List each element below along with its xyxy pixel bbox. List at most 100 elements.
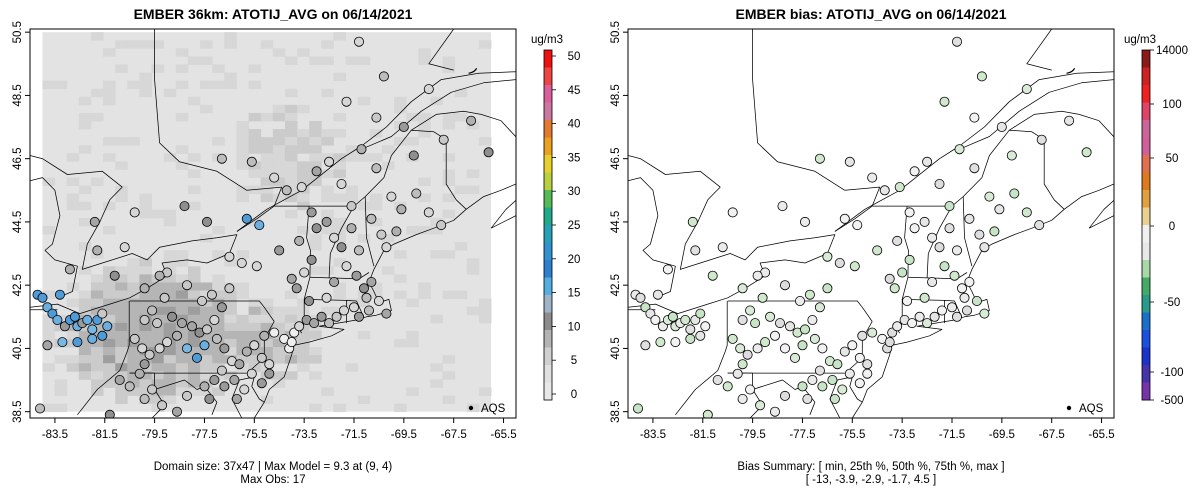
model-grid-cell	[115, 193, 128, 203]
aqs-site	[378, 71, 389, 82]
model-grid-cell	[42, 363, 55, 372]
model-grid-cell	[260, 298, 274, 308]
boundary-ny-pa-border	[129, 300, 275, 322]
colorbar-segment	[1142, 295, 1150, 313]
model-grid-cell	[163, 290, 177, 300]
model-grid-cell	[248, 363, 262, 372]
model-grid-cell	[151, 298, 165, 308]
model-grid-cell	[430, 314, 443, 324]
model-grid-cell	[151, 64, 165, 73]
y-tick-label: 48.5	[12, 84, 24, 106]
model-grid-cell	[127, 80, 140, 90]
model-grid-cell	[151, 330, 165, 340]
model-grid-cell	[478, 298, 492, 308]
model-grid-cell	[78, 217, 92, 227]
model-grid-cell	[115, 298, 128, 308]
model-grid-cell	[442, 56, 456, 65]
aqs-site	[904, 254, 915, 265]
boundary-pei-coast	[1113, 123, 1114, 175]
aqs-site	[264, 359, 275, 370]
aqs-site	[742, 349, 753, 360]
aqs-site	[907, 318, 918, 329]
model-grid-cell	[248, 169, 262, 178]
model-grid-cell	[151, 387, 165, 396]
model-grid-cell	[248, 355, 262, 364]
model-grid-cell	[187, 274, 201, 283]
x-tick-label: -79.5	[142, 429, 168, 441]
colorbar-segment	[544, 102, 552, 121]
model-grid-cell	[115, 266, 128, 275]
aqs-site	[757, 292, 768, 303]
colorbar-segment	[1142, 102, 1150, 121]
model-grid-cell	[284, 306, 298, 316]
aqs-site	[139, 314, 150, 325]
model-grid-cell	[78, 120, 92, 130]
aqs-site	[902, 295, 913, 306]
x-tick-label: -75.5	[839, 429, 865, 441]
model-grid-cell	[54, 403, 68, 413]
aqs-site	[219, 343, 230, 354]
model-grid-cell	[224, 306, 237, 316]
model-grid-cell	[139, 371, 152, 380]
model-grid	[42, 32, 492, 413]
model-grid-cell	[357, 153, 371, 162]
model-grid-cell	[357, 234, 371, 243]
aqs-site	[179, 201, 190, 212]
boundary-lake-michigan-shore	[30, 177, 78, 299]
aqs-site	[351, 270, 362, 281]
aqs-site	[650, 314, 661, 325]
model-grid-cell	[151, 209, 165, 219]
colorbar-segment	[544, 85, 552, 103]
model-grid-cell	[236, 129, 249, 138]
model-grid-cell	[139, 258, 152, 267]
aqs-site	[256, 352, 267, 363]
model-grid-cell	[260, 40, 274, 49]
model-grid-cell	[369, 193, 383, 203]
model-grid-cell	[260, 193, 274, 203]
boundary-island	[1066, 68, 1076, 74]
colorbar-segment	[544, 190, 552, 208]
aqs-site	[209, 374, 220, 385]
aqs-site	[304, 295, 315, 306]
model-grid-cell	[187, 339, 201, 348]
model-grid-cell	[163, 387, 177, 396]
model-plot-title: EMBER 36km: ATOTIJ_AVG on 06/14/2021	[134, 6, 413, 22]
aqs-site	[186, 321, 197, 332]
model-grid-cell	[284, 209, 298, 219]
model-grid-cell	[115, 339, 128, 348]
model-grid-cell	[200, 347, 213, 356]
aqs-site	[712, 374, 723, 385]
model-grid-cell	[418, 225, 431, 235]
model-grid-cell	[127, 347, 140, 356]
model-grid-cell	[103, 153, 116, 162]
aqs-site	[411, 188, 422, 199]
model-grid-cell	[454, 242, 468, 251]
model-grid-cell	[224, 314, 237, 324]
model-grid-cell	[442, 395, 456, 404]
model-grid-cell	[139, 322, 152, 332]
model-grid-cell	[139, 387, 152, 396]
model-grid-cell	[272, 177, 286, 186]
x-tick-label: -81.5	[690, 429, 716, 441]
aqs-site	[817, 381, 828, 392]
model-grid-cell	[284, 355, 298, 364]
model-grid-cell	[309, 56, 322, 65]
aqs-site	[780, 390, 791, 401]
model-grid-cell	[284, 193, 298, 203]
model-grid-cell	[115, 137, 128, 146]
model-grid-cell	[224, 258, 237, 267]
model-grid-cell	[66, 363, 80, 372]
model-grid-cell	[369, 201, 383, 211]
aqs-site	[737, 359, 748, 370]
model-grid-cell	[127, 290, 140, 300]
model-grid-cell	[212, 290, 225, 300]
model-grid-cell	[418, 290, 431, 300]
aqs-site	[814, 365, 825, 376]
aqs-site	[42, 340, 53, 351]
model-grid-cell	[248, 330, 262, 340]
model-grid-cell	[321, 56, 334, 65]
model-grid-cell	[103, 137, 116, 146]
aqs-site	[984, 191, 995, 202]
y-tick-label: 50.5	[610, 21, 622, 43]
model-grid-cell	[297, 355, 310, 364]
